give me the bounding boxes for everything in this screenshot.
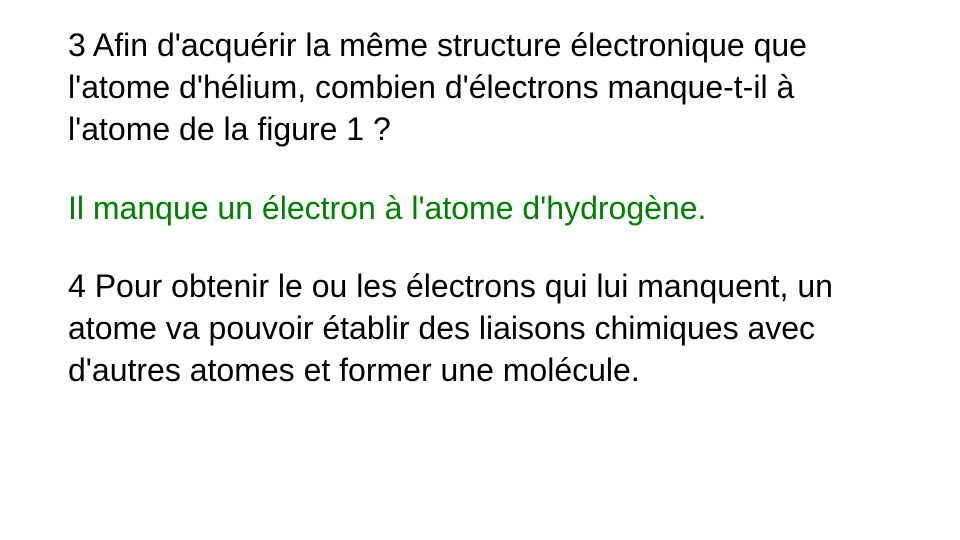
document-page: 3 Afin d'acquérir la même structure élec… [0,0,960,540]
question-4: 4 Pour obtenir le ou les électrons qui l… [68,265,900,392]
question-3: 3 Afin d'acquérir la même structure élec… [68,24,900,151]
answer-3: Il manque un électron à l'atome d'hydrog… [68,187,900,229]
